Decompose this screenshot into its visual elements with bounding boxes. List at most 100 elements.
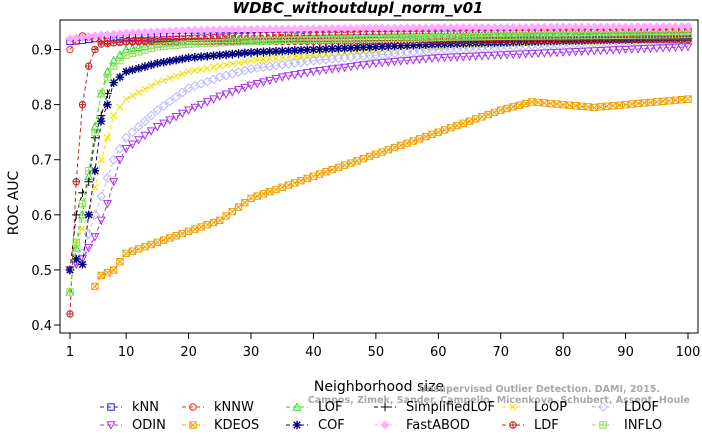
data-point (197, 65, 205, 73)
data-point (390, 143, 399, 152)
data-point (546, 22, 556, 32)
data-point (78, 260, 87, 269)
data-point (141, 38, 149, 46)
data-point (396, 23, 406, 33)
data-point (645, 22, 656, 32)
data-point (222, 212, 230, 220)
data-point (221, 25, 231, 35)
data-point (227, 24, 237, 35)
data-point (459, 119, 467, 128)
data-point (146, 27, 156, 37)
data-point (178, 229, 187, 238)
data-point (358, 61, 368, 70)
data-point (171, 26, 181, 36)
data-point (409, 137, 418, 145)
data-point (321, 23, 331, 34)
x-tick-label: 10 (118, 345, 135, 360)
data-point (283, 24, 294, 34)
data-point (658, 44, 668, 53)
data-point (439, 22, 450, 33)
data-point (328, 165, 336, 174)
data-point (103, 100, 112, 109)
data-point (684, 30, 692, 39)
series-layer (65, 21, 693, 318)
data-point (327, 23, 337, 33)
data-point (603, 102, 611, 110)
data-point (190, 103, 200, 113)
data-point (396, 41, 406, 50)
data-point (684, 95, 692, 103)
data-point (241, 58, 249, 66)
data-point (371, 42, 381, 51)
data-point (247, 194, 255, 202)
data-point (628, 100, 636, 108)
data-point (252, 24, 262, 34)
data-point (209, 95, 219, 104)
data-point (665, 97, 673, 105)
series-odin (65, 43, 693, 275)
y-tick-label: 0.8 (31, 99, 52, 114)
data-point (315, 45, 324, 54)
data-point (609, 102, 617, 110)
data-point (397, 141, 405, 150)
data-point (621, 45, 631, 55)
data-point (303, 174, 311, 183)
data-point (408, 56, 418, 65)
data-point (103, 134, 112, 142)
data-point (571, 22, 581, 32)
data-point (377, 23, 387, 33)
data-point (428, 130, 436, 139)
data-point (90, 166, 100, 175)
data-point (408, 23, 418, 33)
data-point (352, 43, 362, 52)
data-point (558, 48, 568, 58)
data-point (96, 191, 107, 202)
data-point (321, 44, 331, 54)
data-point (365, 60, 375, 69)
data-point (240, 48, 249, 58)
data-point (159, 236, 168, 244)
data-point (240, 83, 250, 93)
x-axis-label: Neighborhood size (314, 379, 444, 395)
data-point (533, 49, 543, 59)
data-point (159, 119, 169, 129)
legend-label: SimplifiedLOF (406, 400, 495, 415)
legend-marker (189, 403, 197, 411)
data-point (452, 22, 462, 33)
data-point (115, 143, 125, 154)
data-point (122, 249, 130, 258)
data-point (296, 24, 306, 34)
data-point (489, 22, 500, 33)
data-point (171, 55, 181, 65)
data-point (327, 44, 337, 53)
data-point (602, 46, 612, 56)
data-point (503, 104, 511, 113)
data-point (614, 22, 624, 32)
data-point (384, 42, 393, 51)
data-point (359, 154, 368, 163)
data-point (97, 116, 106, 126)
data-point (66, 45, 74, 54)
data-point (134, 48, 143, 56)
data-point (390, 41, 399, 51)
data-point (103, 268, 112, 277)
data-point (652, 22, 662, 32)
data-point (352, 23, 362, 33)
data-point (152, 27, 162, 37)
data-point (403, 139, 411, 147)
data-point (90, 209, 100, 220)
data-point (639, 22, 649, 32)
data-point (78, 101, 87, 109)
data-point (533, 22, 543, 32)
data-point (109, 266, 118, 274)
data-point (97, 271, 105, 280)
data-point (334, 163, 343, 172)
data-point (297, 52, 305, 60)
data-point (147, 82, 155, 90)
legend-label: LOF (318, 400, 343, 415)
data-point (653, 98, 661, 106)
data-point (465, 117, 474, 125)
legend-item: LDOF (592, 400, 659, 415)
data-point (265, 76, 275, 86)
data-point (359, 43, 368, 52)
